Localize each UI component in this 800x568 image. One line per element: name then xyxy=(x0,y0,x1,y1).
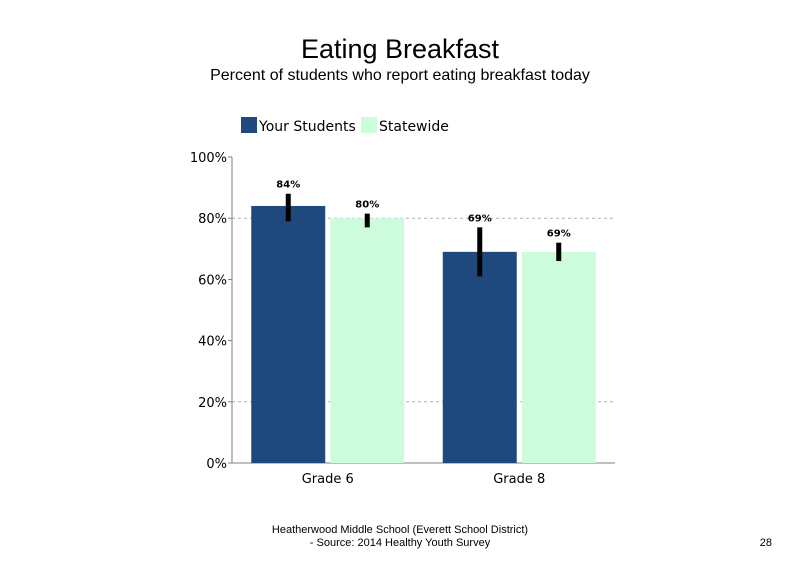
x-tick-label-1: Grade 8 xyxy=(493,472,545,487)
bar-your-students-grade-8 xyxy=(442,251,517,463)
bar-statewide-grade-6 xyxy=(330,218,405,463)
y-tick-label-4: 80% xyxy=(198,212,227,227)
legend-swatch-1 xyxy=(361,117,377,133)
legend-label-0: Your Students xyxy=(258,119,356,135)
y-tick-label-1: 20% xyxy=(198,396,227,411)
data-label-1-1: 69% xyxy=(547,229,571,240)
footer-source: Heatherwood Middle School (Everett Schoo… xyxy=(250,524,550,550)
data-label-0-0: 84% xyxy=(276,180,300,191)
data-label-0-1: 69% xyxy=(468,213,492,224)
data-label-1-0: 80% xyxy=(355,200,379,211)
y-tick-label-0: 0% xyxy=(206,457,227,472)
chart-subtitle: Percent of students who report eating br… xyxy=(210,67,590,84)
footer-source-line: - Source: 2014 Healthy Youth Survey xyxy=(309,537,491,549)
legend-swatch-0 xyxy=(241,117,257,133)
y-tick-label-5: 100% xyxy=(190,151,227,166)
x-tick-label-0: Grade 6 xyxy=(302,472,354,487)
chart-title: Eating Breakfast xyxy=(300,34,500,64)
y-tick-label-2: 40% xyxy=(198,335,227,350)
legend-label-1: Statewide xyxy=(379,119,449,135)
footer-school: Heatherwood Middle School (Everett Schoo… xyxy=(271,524,529,536)
bar-your-students-grade-6 xyxy=(251,205,326,463)
page-number: 28 xyxy=(759,537,772,549)
bar-statewide-grade-8 xyxy=(521,251,596,463)
y-tick-label-3: 60% xyxy=(198,273,227,288)
